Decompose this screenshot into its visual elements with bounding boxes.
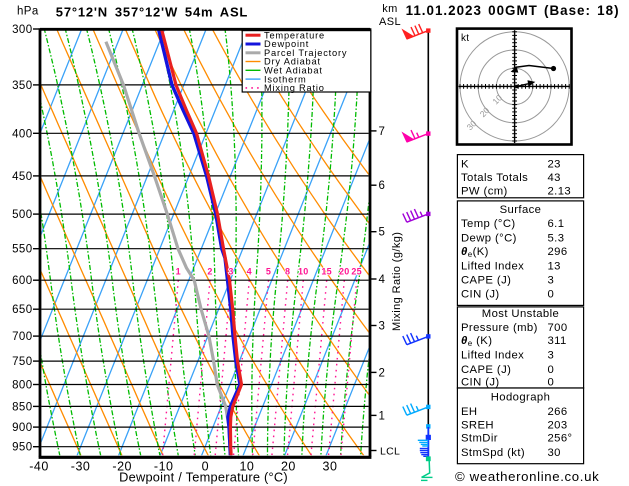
svg-text:Hodograph: Hodograph — [491, 392, 551, 404]
svg-text:20: 20 — [281, 460, 296, 474]
svg-text:Dewp (°C): Dewp (°C) — [461, 232, 517, 244]
svg-text:311: 311 — [548, 335, 567, 347]
svg-text:25: 25 — [351, 267, 362, 277]
svg-text:5: 5 — [379, 227, 386, 239]
svg-text:Parcel Trajectory: Parcel Trajectory — [264, 48, 347, 58]
svg-text:700: 700 — [12, 331, 32, 343]
svg-text:hPa: hPa — [17, 6, 39, 18]
svg-text:EH: EH — [461, 406, 478, 418]
svg-text:-40: -40 — [29, 460, 49, 474]
svg-text:750: 750 — [12, 356, 32, 368]
svg-text:5: 5 — [266, 267, 271, 277]
svg-text:Wet Adiabat: Wet Adiabat — [264, 66, 323, 76]
svg-text:5.3: 5.3 — [548, 232, 565, 244]
svg-text:Lifted Index: Lifted Index — [461, 350, 524, 362]
svg-text:30: 30 — [323, 460, 338, 474]
svg-text:-30: -30 — [71, 460, 91, 474]
svg-text:Temperature: Temperature — [264, 30, 325, 40]
svg-text:550: 550 — [12, 244, 32, 256]
svg-text:0: 0 — [548, 376, 555, 388]
svg-text:1: 1 — [379, 410, 386, 422]
svg-text:13: 13 — [548, 261, 561, 273]
svg-text:θe(K): θe(K) — [461, 246, 489, 259]
svg-text:3: 3 — [548, 350, 555, 362]
svg-text:20: 20 — [339, 267, 350, 277]
svg-text:950: 950 — [12, 442, 32, 454]
svg-text:7: 7 — [379, 126, 386, 138]
svg-text:900: 900 — [12, 422, 32, 434]
svg-text:400: 400 — [12, 128, 32, 140]
svg-text:266: 266 — [548, 406, 568, 418]
svg-text:11.01.2023 00GMT (Base: 18): 11.01.2023 00GMT (Base: 18) — [406, 3, 620, 18]
svg-text:2: 2 — [379, 367, 386, 379]
svg-text:Isotherm: Isotherm — [264, 74, 307, 84]
svg-text:3: 3 — [228, 267, 233, 277]
svg-text:Mixing Ratio (g/kg): Mixing Ratio (g/kg) — [391, 232, 403, 331]
svg-text:57°12'N 357°12'W 54m ASL: 57°12'N 357°12'W 54m ASL — [56, 5, 248, 20]
svg-text:500: 500 — [12, 209, 32, 221]
svg-text:K: K — [461, 158, 469, 170]
svg-text:4: 4 — [379, 274, 386, 286]
svg-text:203: 203 — [548, 419, 568, 431]
svg-text:Dewpoint / Temperature (°C): Dewpoint / Temperature (°C) — [119, 470, 288, 485]
svg-text:15: 15 — [321, 267, 332, 277]
svg-text:2.13: 2.13 — [548, 186, 572, 198]
svg-text:0: 0 — [202, 460, 209, 474]
svg-text:850: 850 — [12, 401, 32, 413]
svg-text:CIN (J): CIN (J) — [461, 376, 500, 388]
svg-text:-20: -20 — [112, 460, 132, 474]
svg-text:CAPE (J): CAPE (J) — [461, 275, 511, 287]
svg-text:30: 30 — [548, 447, 561, 459]
svg-text:Mixing Ratio: Mixing Ratio — [264, 83, 325, 93]
svg-text:300: 300 — [12, 24, 32, 36]
svg-text:-10: -10 — [154, 460, 174, 474]
svg-text:4: 4 — [247, 267, 252, 277]
svg-text:ASL: ASL — [379, 16, 401, 28]
svg-text:Totals Totals: Totals Totals — [461, 172, 528, 184]
svg-text:CIN (J): CIN (J) — [461, 289, 500, 301]
svg-text:600: 600 — [12, 275, 32, 287]
svg-text:43: 43 — [548, 172, 561, 184]
svg-text:θe (K): θe (K) — [461, 335, 492, 348]
svg-text:km: km — [382, 3, 397, 15]
svg-text:SREH: SREH — [461, 419, 494, 431]
svg-text:3: 3 — [548, 275, 555, 287]
svg-text:0: 0 — [548, 289, 555, 301]
svg-text:700: 700 — [548, 322, 568, 334]
svg-text:Dry Adiabat: Dry Adiabat — [264, 57, 321, 67]
svg-text:StmDir: StmDir — [461, 433, 498, 445]
svg-text:Temp (°C): Temp (°C) — [461, 218, 516, 230]
svg-text:800: 800 — [12, 380, 32, 392]
svg-text:0: 0 — [548, 364, 555, 376]
svg-text:Surface: Surface — [500, 204, 542, 216]
svg-text:296: 296 — [548, 246, 568, 258]
svg-text:450: 450 — [12, 171, 32, 183]
svg-text:6.1: 6.1 — [548, 218, 565, 230]
svg-text:8: 8 — [285, 267, 290, 277]
svg-text:23: 23 — [548, 158, 561, 170]
svg-text:LCL: LCL — [380, 446, 400, 458]
svg-text:kt: kt — [461, 33, 469, 44]
svg-text:Pressure (mb): Pressure (mb) — [461, 322, 538, 334]
svg-text:© weatheronline.co.uk: © weatheronline.co.uk — [455, 469, 599, 484]
svg-text:StmSpd (kt): StmSpd (kt) — [461, 447, 525, 459]
svg-text:3: 3 — [379, 321, 386, 333]
svg-text:Dewpoint: Dewpoint — [264, 39, 309, 49]
svg-text:2: 2 — [207, 267, 212, 277]
svg-text:PW (cm): PW (cm) — [461, 186, 508, 198]
svg-text:10: 10 — [239, 460, 254, 474]
svg-text:10: 10 — [298, 267, 309, 277]
svg-text:6: 6 — [379, 180, 386, 192]
svg-text:Lifted Index: Lifted Index — [461, 261, 524, 273]
svg-text:350: 350 — [12, 80, 32, 92]
svg-text:CAPE (J): CAPE (J) — [461, 364, 511, 376]
svg-text:256°: 256° — [548, 433, 573, 445]
svg-text:Most Unstable: Most Unstable — [482, 308, 559, 320]
svg-text:1: 1 — [176, 267, 181, 277]
svg-text:650: 650 — [12, 304, 32, 316]
